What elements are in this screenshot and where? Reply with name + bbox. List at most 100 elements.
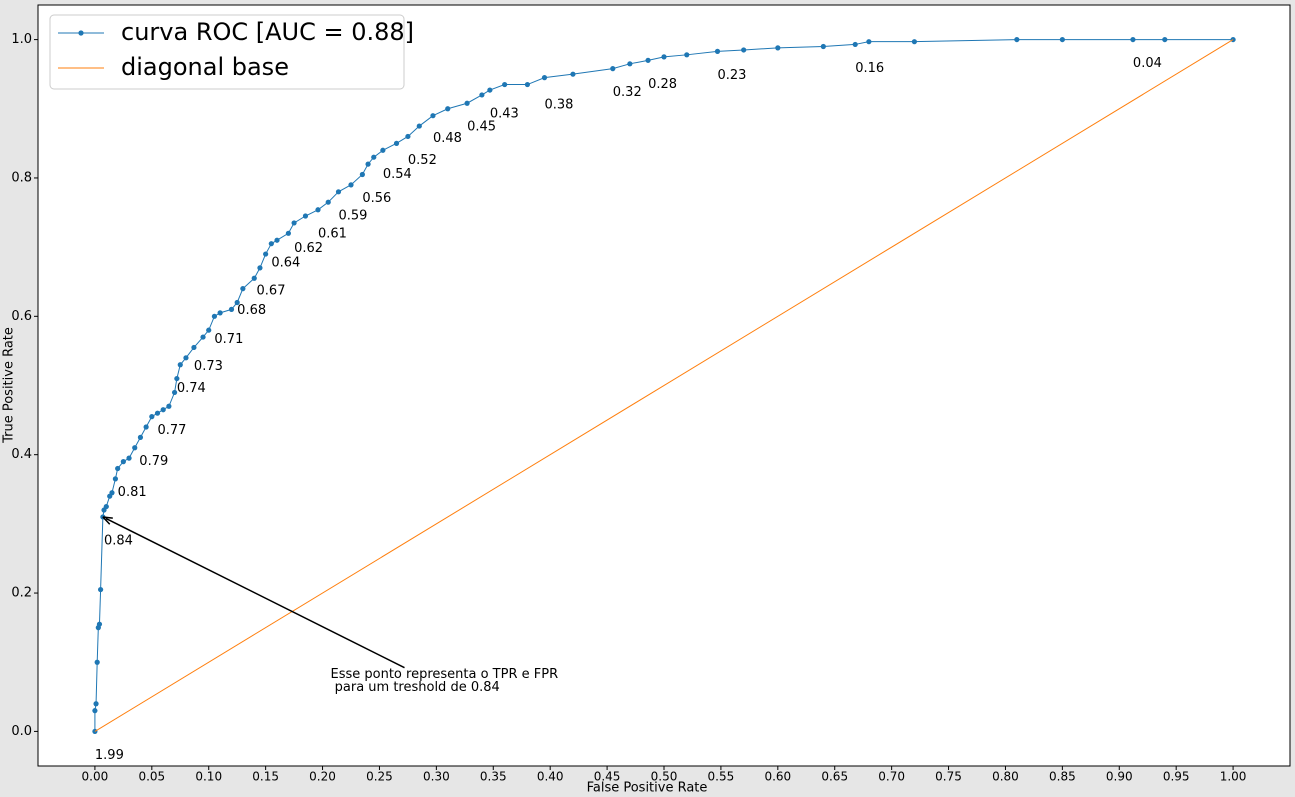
threshold-label: 0.43 — [490, 107, 519, 122]
point — [1014, 36, 1020, 43]
point — [240, 286, 246, 292]
point — [487, 87, 493, 93]
y-axis-label: True Positive Rate — [2, 327, 17, 444]
arrow-head — [102, 516, 113, 525]
threshold-label: 1.99 — [95, 748, 124, 763]
threshold-label: 0.38 — [544, 98, 573, 113]
point — [541, 75, 548, 81]
point — [348, 182, 354, 188]
threshold-label: 0.67 — [257, 284, 286, 299]
point — [234, 299, 240, 306]
point — [852, 41, 858, 48]
point — [661, 54, 667, 60]
point — [627, 61, 633, 67]
point — [866, 39, 872, 45]
point — [359, 171, 365, 178]
point — [1130, 36, 1136, 43]
threshold-label: 0.56 — [362, 191, 391, 206]
point — [502, 81, 508, 88]
threshold-label: 0.74 — [177, 381, 206, 396]
point — [126, 455, 132, 461]
point — [684, 52, 690, 58]
threshold-label: 0.59 — [338, 208, 367, 223]
point — [200, 334, 206, 340]
x-tick-label: 0.40 — [537, 770, 564, 784]
point — [93, 701, 99, 707]
point — [183, 355, 189, 361]
x-tick-label: 1.00 — [1220, 770, 1247, 784]
point — [109, 490, 115, 496]
threshold-label: 0.77 — [158, 423, 187, 438]
point — [211, 313, 218, 319]
point — [94, 659, 100, 665]
point — [120, 459, 126, 465]
point — [524, 81, 531, 88]
y-tick-label: 0.4 — [11, 447, 32, 462]
x-tick-label: 0.15 — [252, 770, 279, 784]
point — [160, 407, 166, 413]
point — [371, 154, 377, 160]
threshold-label: 0.23 — [717, 68, 746, 83]
threshold-label: 0.45 — [467, 120, 496, 135]
point — [217, 310, 223, 316]
legend-marker — [78, 30, 84, 36]
point — [96, 621, 103, 627]
x-tick-label: 0.85 — [1049, 770, 1076, 784]
point — [911, 39, 918, 45]
x-tick-label: 0.75 — [935, 770, 962, 784]
arrow-text: para um treshold de 0.84 — [331, 680, 500, 695]
point — [741, 47, 747, 53]
point — [365, 161, 371, 167]
point — [610, 66, 616, 72]
threshold-label: 0.64 — [271, 255, 300, 270]
point — [1059, 36, 1065, 43]
point — [112, 476, 118, 482]
x-axis-label: False Positive Rate — [587, 781, 708, 796]
x-tick-label: 0.20 — [309, 770, 336, 784]
point — [103, 503, 109, 510]
point — [393, 140, 400, 146]
arrow-text: Esse ponto representa o TPR e FPR — [331, 667, 559, 682]
threshold-label: 0.52 — [408, 153, 437, 168]
point — [137, 434, 144, 440]
threshold-label: 0.61 — [318, 226, 347, 241]
point — [775, 45, 781, 51]
point — [92, 708, 98, 714]
threshold-label: 0.16 — [855, 61, 884, 76]
threshold-label: 0.32 — [613, 85, 642, 100]
legend-box — [49, 14, 405, 90]
y-tick-label: 0.8 — [11, 170, 32, 185]
legend-label: diagonal base — [121, 53, 289, 81]
x-tick-label: 0.90 — [1106, 770, 1133, 784]
y-tick-label: 0.2 — [11, 586, 32, 601]
x-tick-label: 0.65 — [821, 770, 848, 784]
point — [228, 306, 235, 312]
x-tick-label: 0.05 — [138, 770, 165, 784]
x-tick-label: 0.70 — [878, 770, 905, 784]
point — [302, 213, 309, 219]
point — [132, 445, 138, 451]
y-tick-label: 0.0 — [11, 724, 32, 739]
point — [285, 230, 291, 236]
point — [171, 389, 178, 396]
point — [291, 220, 297, 226]
point — [274, 237, 280, 243]
point — [820, 43, 826, 50]
point — [92, 728, 98, 735]
point — [251, 275, 257, 281]
point — [416, 123, 422, 129]
point — [430, 113, 436, 119]
point — [174, 375, 180, 382]
threshold-label: 0.04 — [1133, 56, 1162, 71]
point — [268, 241, 274, 247]
point — [645, 57, 651, 63]
threshold-label: 0.62 — [294, 241, 323, 256]
x-tick-label: 0.45 — [594, 770, 621, 784]
point — [115, 465, 121, 472]
x-tick-label: 0.50 — [651, 770, 678, 784]
threshold-label: 0.84 — [104, 533, 133, 548]
threshold-label: 0.71 — [214, 332, 243, 347]
point — [257, 265, 263, 271]
